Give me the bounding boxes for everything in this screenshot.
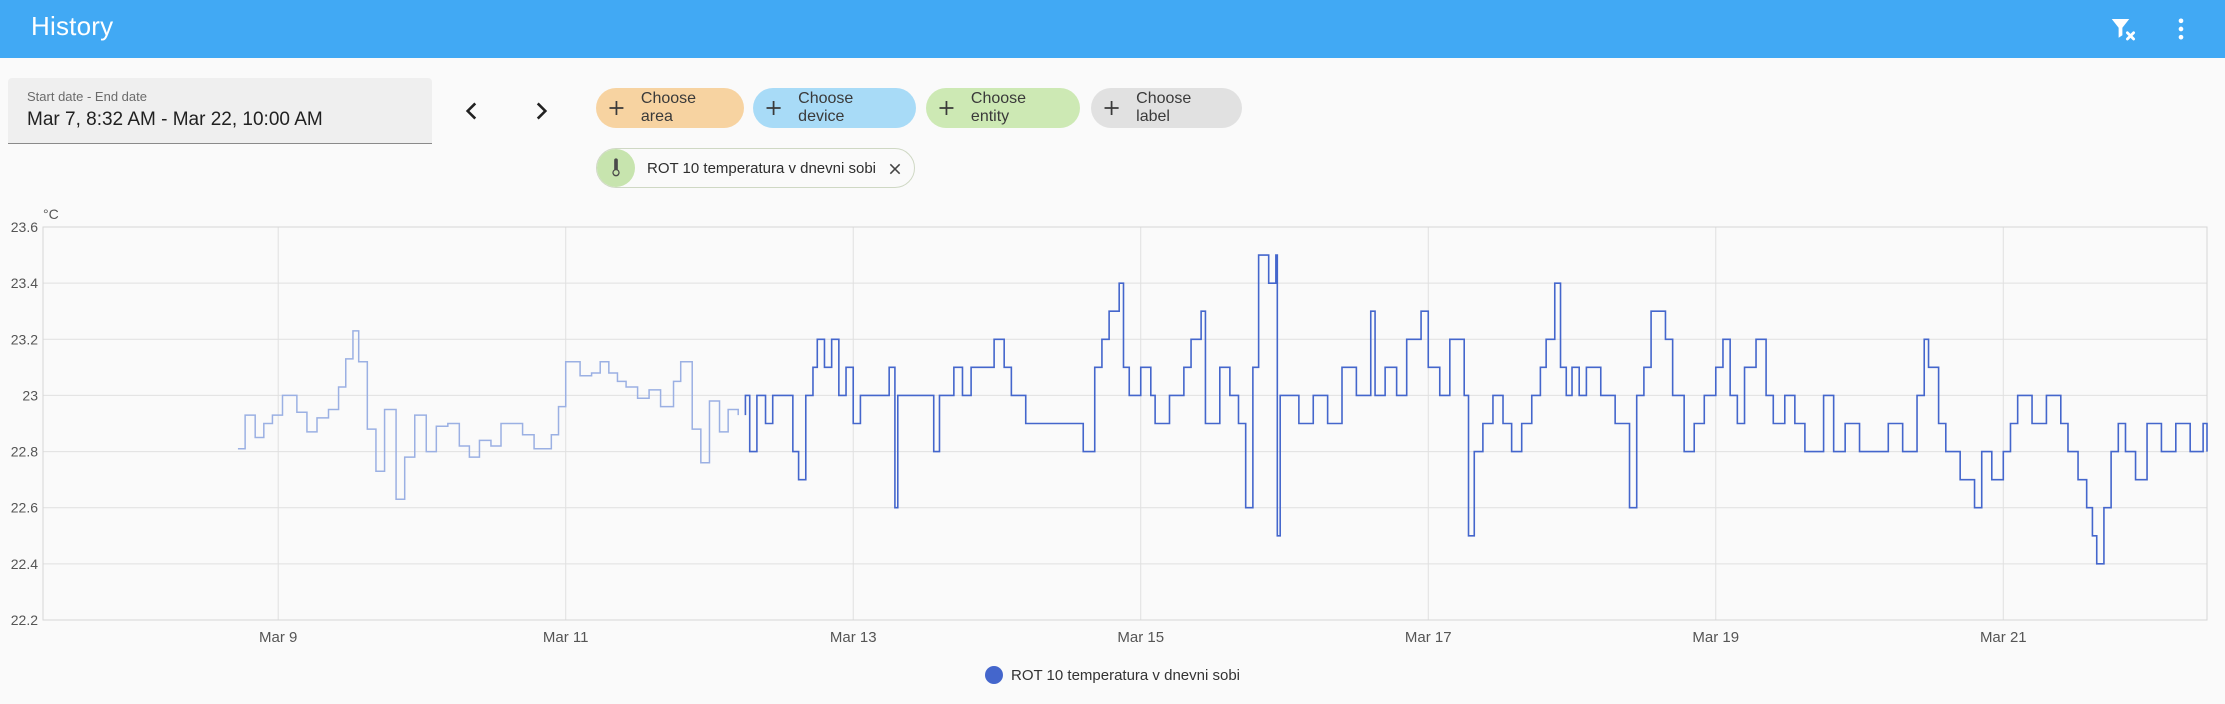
chevron-right-icon — [536, 102, 548, 120]
filter-remove-icon — [2111, 19, 2135, 41]
choose-area-label: Choose area — [640, 90, 697, 125]
history-chart[interactable]: 23.6 23.4 23.2 23 22.8 22.6 22.4 22.2 °C Mar 9 Mar… — [0, 200, 2225, 648]
y-tick-label: 22.4 — [11, 556, 38, 572]
choose-area-chip[interactable]: Choose area — [596, 88, 744, 128]
selected-entity-label: ROT 10 temperatura v dnevni sobi — [647, 159, 877, 177]
y-tick-label: 23.6 — [11, 219, 38, 235]
selected-entity-chip[interactable]: ROT 10 temperatura v dnevni sobi — [596, 148, 915, 188]
choose-label-chip[interactable]: Choose label — [1091, 88, 1242, 128]
date-range-picker[interactable]: Start date - End date Mar 7, 8:32 AM - M… — [8, 78, 432, 144]
x-tick-label: Mar 11 — [543, 629, 589, 646]
plus-icon — [766, 100, 781, 116]
date-range-value: Mar 7, 8:32 AM - Mar 22, 10:00 AM — [27, 109, 323, 130]
y-tick-label: 22.8 — [11, 444, 38, 460]
choose-device-chip[interactable]: Choose device — [753, 88, 916, 128]
legend-series-dot — [984, 666, 1003, 684]
chart-legend[interactable]: ROT 10 temperatura v dnevni sobi — [0, 662, 2225, 688]
choose-device-label: Choose device — [798, 90, 854, 125]
plus-icon — [939, 101, 954, 115]
series-line — [744, 254, 2208, 565]
series-line-past — [237, 330, 739, 501]
y-tick-label: 22.2 — [11, 612, 38, 628]
date-range-label: Start date - End date — [27, 89, 147, 104]
x-tick-label: Mar 19 — [1692, 629, 1739, 646]
close-icon — [889, 163, 901, 175]
y-tick-label: 23.4 — [11, 275, 38, 291]
y-tick-label: 23 — [22, 387, 38, 403]
x-tick-label: Mar 21 — [1980, 629, 2027, 646]
choose-label-label: Choose label — [1136, 90, 1192, 125]
thermometer-icon — [612, 158, 620, 177]
plus-icon — [1104, 100, 1119, 116]
overflow-menu-button[interactable] — [2158, 6, 2204, 52]
entity-avatar — [597, 149, 635, 187]
x-tick-label: Mar 17 — [1405, 629, 1452, 646]
top-app-bar: History — [0, 0, 2225, 58]
plus-icon — [609, 101, 624, 115]
legend-series-label: ROT 10 temperatura v dnevni sobi — [1010, 666, 1240, 684]
chevron-left-icon — [465, 102, 477, 120]
clear-filter-button[interactable] — [2100, 6, 2146, 52]
choose-entity-chip[interactable]: Choose entity — [926, 88, 1080, 128]
next-period-button[interactable] — [519, 89, 563, 133]
y-tick-label: 22.6 — [11, 500, 38, 516]
page-title: History — [31, 11, 114, 41]
x-tick-label: Mar 15 — [1117, 629, 1164, 646]
x-tick-label: Mar 13 — [830, 629, 877, 646]
dots-vertical-icon — [2178, 18, 2184, 40]
y-unit-label: °C — [43, 206, 59, 222]
choose-entity-label: Choose entity — [970, 90, 1027, 125]
remove-entity-button[interactable] — [884, 158, 906, 180]
previous-period-button[interactable] — [450, 89, 494, 133]
x-tick-label: Mar 9 — [259, 629, 297, 646]
y-tick-label: 23.2 — [11, 331, 38, 347]
